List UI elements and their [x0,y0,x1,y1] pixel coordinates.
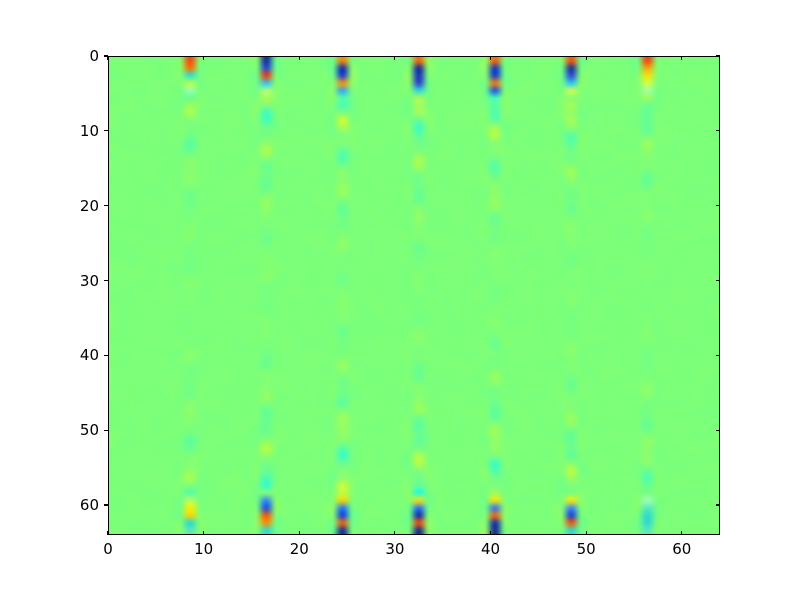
x-axis-tick [203,56,205,60]
y-axis-tick [716,279,720,282]
x-axis-tick [489,531,492,535]
x-axis-tick-label: 20 [289,540,309,558]
y-axis-tick [716,55,720,57]
x-axis-tick-label: 50 [576,540,596,558]
y-axis-tick [716,429,720,431]
y-axis-tick [716,504,720,506]
x-axis-tick [394,56,396,60]
y-axis-tick-label: 50 [79,421,99,440]
x-axis-tick [394,531,396,535]
heatmap-image [109,57,719,534]
x-axis-tick [107,56,109,60]
y-axis-tick [104,205,108,207]
x-axis-tick-label: 60 [672,540,692,558]
y-axis-tick-label: 0 [89,47,99,65]
y-axis-tick [104,354,108,356]
y-axis-tick [104,429,108,431]
x-axis-tick-label: 0 [103,540,113,558]
x-axis-tick [107,531,109,535]
y-axis-tick-label: 20 [79,196,99,215]
x-axis-tick [298,56,300,60]
y-axis-tick-label: 10 [79,121,99,140]
y-axis-tick [104,130,108,132]
x-axis-tick [489,56,492,60]
x-axis-tick [585,56,587,60]
y-axis-tick [104,55,108,57]
y-axis-tick [716,354,720,356]
y-axis-tick [716,205,720,207]
y-axis-tick [104,504,108,506]
y-axis-tick [716,130,720,132]
y-axis-tick-label: 60 [79,496,99,515]
x-axis-tick [585,531,587,535]
x-axis-tick [298,531,300,535]
y-axis-tick-label: 30 [79,271,99,290]
x-axis-tick-label: 10 [194,540,214,558]
y-axis-tick [104,279,108,282]
y-axis-tick-label: 40 [79,346,99,365]
heatmap-axes[interactable] [108,56,720,535]
x-axis-tick [203,531,205,535]
x-axis-tick-label: 30 [385,540,405,558]
x-axis-tick-label: 40 [480,540,501,558]
x-axis-tick [681,56,683,60]
x-axis-tick [681,531,683,535]
